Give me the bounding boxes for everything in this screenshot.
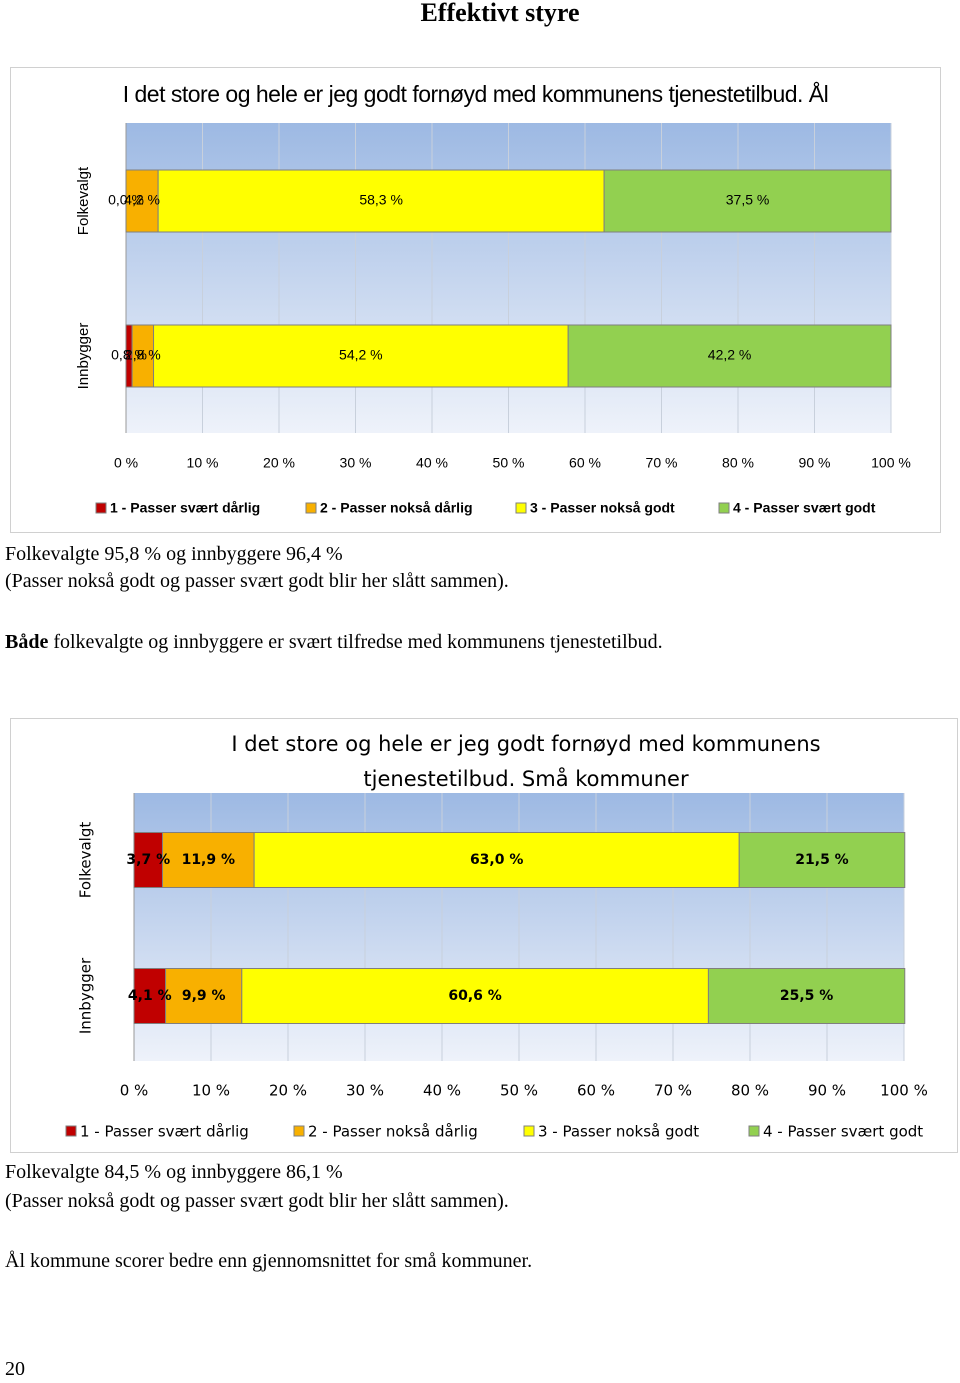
data-label: 4,1 %	[128, 988, 172, 1004]
x-tick-label: 80 %	[722, 455, 754, 471]
category-label: Innbygger	[75, 323, 92, 390]
data-label: 0,0 %	[108, 192, 144, 208]
x-tick-label: 0 %	[120, 1082, 149, 1100]
x-tick-label: 50 %	[500, 1082, 538, 1100]
page-number: 20	[5, 1358, 25, 1380]
data-label: 37,5 %	[726, 192, 770, 208]
chart-svg: 0 % 10 % 20 % 30 % 40 % 50 % 60 % 70 % 80 % 90 % 1…	[75, 123, 911, 516]
data-label: 58,3 %	[359, 192, 403, 208]
legend-swatch	[305, 502, 317, 514]
bar-segment	[603, 169, 892, 233]
x-tick-label: 70 %	[646, 455, 678, 471]
bold-text: Både	[5, 631, 49, 653]
data-label: 42,2 %	[708, 347, 752, 363]
x-tick-label: 80 %	[731, 1082, 769, 1100]
x-tick-label: 30 %	[340, 455, 372, 471]
paragraph: Både folkevalgte og innbyggere er svært …	[5, 629, 663, 656]
paragraph: (Passer nokså godt og passer svært godt …	[5, 570, 509, 592]
data-label: 60,6 %	[448, 988, 501, 1004]
x-tick-label: 60 %	[577, 1082, 615, 1100]
legend-swatch	[95, 502, 107, 514]
paragraph: Folkevalgte 95,8 % og innbyggere 96,4 %	[5, 543, 343, 565]
data-label: 63,0 %	[470, 852, 523, 868]
x-tick-label: 0 %	[114, 455, 138, 471]
category-label: Folkevalgt	[75, 166, 92, 235]
legend-swatch	[748, 1125, 760, 1137]
data-label: 11,9 %	[182, 852, 235, 868]
chart-title: I det store og hele er jeg godt fornøyd …	[231, 732, 821, 791]
legend-label: 3 - Passer nokså godt	[530, 500, 675, 516]
legend-label: 4 - Passer svært godt	[763, 1123, 923, 1141]
x-tick-label: 10 %	[187, 455, 219, 471]
legend-swatch	[65, 1125, 77, 1137]
legend-label: 2 - Passer nokså dårlig	[320, 500, 473, 516]
x-tick-label: 50 %	[493, 455, 525, 471]
paragraph: (Passer nokså godt og passer svært godt …	[5, 1190, 509, 1212]
chart-svg: 0 % 10 % 20 % 30 % 40 % 50 % 60 % 70 % 80 % 90 % 1…	[65, 793, 928, 1141]
data-label: 4,2 %	[124, 192, 160, 208]
paragraph: Folkevalgte 84,5 % og innbyggere 86,1 %	[5, 1161, 343, 1183]
x-tick-label: 10 %	[192, 1082, 230, 1100]
chart: 0 % 10 % 20 % 30 % 40 % 50 % 60 % 70 % 80 % 90 % 1…	[10, 718, 958, 1153]
category-label: Innbygger	[77, 957, 95, 1034]
text: folkevalgte og innbyggere er svært tilfr…	[53, 631, 663, 653]
category-label: Folkevalgt	[77, 822, 95, 899]
x-tick-label: 90 %	[808, 1082, 846, 1100]
legend-swatch	[293, 1125, 305, 1137]
legend-label: 1 - Passer svært dårlig	[110, 500, 260, 516]
bar-segment	[241, 968, 709, 1024]
bar-segment	[125, 169, 159, 233]
legend-swatch	[515, 502, 527, 514]
data-label: 54,2 %	[339, 347, 383, 363]
data-label: 21,5 %	[795, 852, 848, 868]
legend-label: 3 - Passer nokså godt	[538, 1123, 699, 1141]
bar-segment	[738, 832, 906, 888]
x-tick-label: 40 %	[423, 1082, 461, 1100]
chart-title: I det store og hele er jeg godt fornøyd …	[122, 81, 829, 107]
x-tick-label: 20 %	[263, 455, 295, 471]
x-tick-label: 30 %	[346, 1082, 384, 1100]
x-tick-label: 40 %	[416, 455, 448, 471]
bar-segment	[133, 832, 163, 888]
data-label: 0,8 %	[111, 347, 147, 363]
x-tick-label: 70 %	[654, 1082, 692, 1100]
data-label: 25,5 %	[780, 988, 833, 1004]
legend-label: 4 - Passer svært godt	[733, 500, 876, 516]
legend-swatch	[718, 502, 730, 514]
data-label: 2,8 %	[125, 347, 161, 363]
bar-segment	[707, 968, 906, 1024]
x-tick-label: 20 %	[269, 1082, 307, 1100]
heading: Effektivt styre	[420, 0, 580, 27]
data-label: 9,9 %	[182, 988, 226, 1004]
legend-label: 1 - Passer svært dårlig	[80, 1123, 249, 1141]
legend-swatch	[523, 1125, 535, 1137]
x-tick-label: 90 %	[799, 455, 831, 471]
x-tick-label: 60 %	[569, 455, 601, 471]
x-tick-label: 100 %	[871, 455, 911, 471]
legend-label: 2 - Passer nokså dårlig	[308, 1123, 478, 1141]
data-label: 3,7 %	[126, 852, 170, 868]
bar-segment	[567, 324, 892, 388]
paragraph: Ål kommune scorer bedre enn gjennomsnitt…	[5, 1250, 533, 1272]
bar-segment	[165, 968, 243, 1024]
x-tick-label: 100 %	[880, 1082, 928, 1100]
chart: 0 % 10 % 20 % 30 % 40 % 50 % 60 % 70 % 80 % 90 % 1…	[10, 67, 941, 533]
